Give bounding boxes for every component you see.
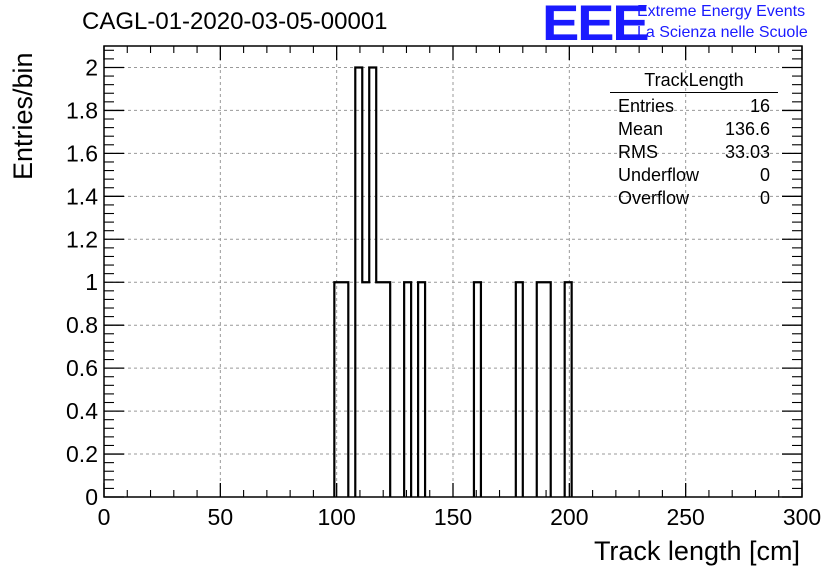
stats-row-overflow: Overflow 0 <box>610 187 778 210</box>
stats-value: 16 <box>749 96 770 116</box>
x-tick-labels: 0 50 100 150 200 250 300 <box>98 504 822 530</box>
stats-title: TrackLength <box>610 70 778 93</box>
stats-label: Overflow <box>618 188 690 208</box>
stats-value: 136.6 <box>724 119 770 139</box>
histogram-bar <box>362 282 369 497</box>
histogram-bar <box>376 282 383 497</box>
x-tick-label: 300 <box>783 504 821 530</box>
stats-row-mean: Mean 136.6 <box>610 118 778 141</box>
grid <box>104 46 802 497</box>
stats-value: 0 <box>759 188 770 208</box>
x-tick-label: 50 <box>208 504 234 530</box>
stats-row-entries: Entries 16 <box>610 95 778 118</box>
y-tick-label: 1 <box>85 269 98 295</box>
x-tick-label: 250 <box>666 504 704 530</box>
x-tick-label: 150 <box>434 504 472 530</box>
y-tick-label: 1.8 <box>66 97 98 123</box>
y-axis-label: Entries/bin <box>8 52 38 180</box>
y-tick-label: 0.4 <box>66 398 98 424</box>
stats-label: Underflow <box>618 165 700 185</box>
x-tick-label: 0 <box>98 504 111 530</box>
stats-value: 33.03 <box>724 142 770 162</box>
stats-label: Mean <box>618 119 664 139</box>
histogram-step-line <box>333 66 573 497</box>
y-tick-label: 0 <box>85 484 98 510</box>
stats-value: 0 <box>759 165 770 185</box>
y-tick-label: 1.6 <box>66 140 98 166</box>
y-tick-label: 0.2 <box>66 441 98 467</box>
stats-label: RMS <box>618 142 658 162</box>
y-tick-label: 2 <box>85 54 98 80</box>
stats-label: Entries <box>618 96 675 116</box>
y-tick-label: 0.6 <box>66 355 98 381</box>
y-tick-labels: 0 0.2 0.4 0.6 0.8 1 1.2 1.4 1.6 1.8 2 <box>66 54 98 510</box>
y-tick-label: 1.4 <box>66 183 98 209</box>
x-axis-label: Track length [cm] <box>594 536 800 566</box>
axis-ticks <box>103 46 803 498</box>
chart-title: CAGL-01-2020-03-05-00001 <box>82 8 388 35</box>
histogram-outline <box>333 66 573 497</box>
y-tick-label: 1.2 <box>66 226 98 252</box>
org-name-line1: Extreme Energy Events <box>637 3 806 20</box>
x-tick-label: 100 <box>317 504 355 530</box>
stats-row-rms: RMS 33.03 <box>610 141 778 164</box>
stats-box: TrackLength Entries 16 Mean 136.6 RMS 33… <box>610 70 778 210</box>
x-tick-label: 200 <box>550 504 588 530</box>
org-name-line2: La Scienza nelle Scuole <box>637 24 808 41</box>
stats-row-underflow: Underflow 0 <box>610 164 778 187</box>
eee-logo: EEE <box>542 0 650 51</box>
y-tick-label: 0.8 <box>66 312 98 338</box>
